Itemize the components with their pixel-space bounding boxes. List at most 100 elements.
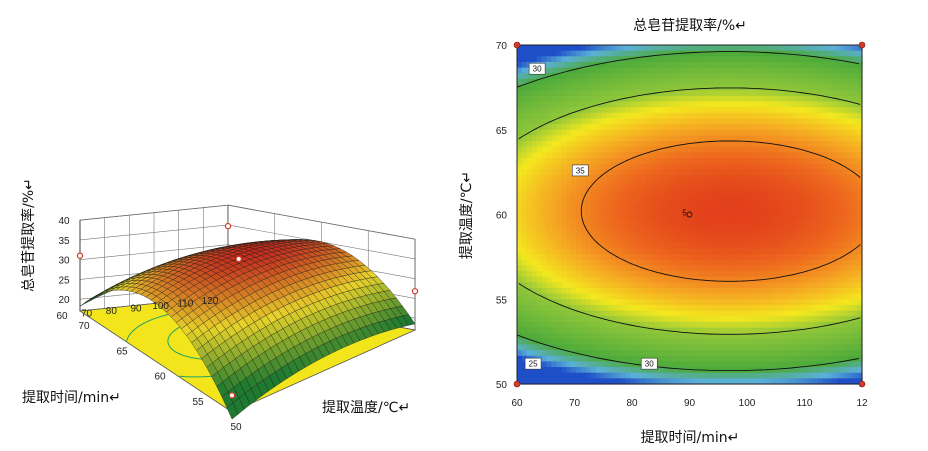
- contour-heat-cell: [753, 265, 760, 272]
- contour-heat-cell: [674, 316, 681, 323]
- contour-heat-cell: [655, 152, 661, 159]
- contour-heat-cell: [802, 84, 809, 91]
- contour-heat-cell: [788, 146, 794, 153]
- contour-heat-cell: [556, 293, 562, 300]
- contour-heat-cell: [600, 191, 607, 199]
- contour-heat-cell: [704, 378, 710, 385]
- contour-heat-cell: [768, 361, 774, 368]
- contour-heat-cell: [802, 350, 809, 357]
- contour-heat-cell: [783, 338, 789, 346]
- contour-heat-cell: [600, 361, 607, 368]
- contour-heat-cell: [689, 203, 696, 210]
- contour-heat-cell: [783, 124, 789, 131]
- contour-heat-cell: [600, 169, 607, 176]
- contour-heat-cell: [674, 118, 681, 125]
- contour-heat-cell: [694, 146, 700, 153]
- contour-heat-cell: [783, 242, 789, 249]
- contour-heat-cell: [586, 163, 592, 170]
- contour-heat-cell: [551, 67, 558, 74]
- contour-heat-cell: [733, 242, 740, 249]
- contour-heat-cell: [610, 124, 617, 131]
- contour-heat-cell: [595, 186, 602, 193]
- contour-heat-cell: [600, 220, 607, 227]
- contour-heat-cell: [659, 129, 666, 136]
- contour-heat-cell: [664, 67, 671, 74]
- contour-heat-cell: [610, 338, 617, 346]
- contour-heat-cell: [586, 276, 592, 283]
- contour-heat-cell: [521, 118, 528, 125]
- contour-heat-cell: [817, 372, 824, 379]
- contour-heat-cell: [640, 214, 646, 221]
- contour-heat-cell: [758, 61, 765, 69]
- contour-heat-cell: [684, 135, 691, 142]
- contour-heat-cell: [610, 78, 617, 86]
- contour-heat-cell: [689, 237, 696, 244]
- contour-heat-cell: [827, 287, 834, 295]
- contour-heat-cell: [842, 214, 848, 221]
- contour-heat-cell: [793, 186, 799, 193]
- contour-heat-cell: [837, 293, 843, 300]
- contour-heat-cell: [758, 203, 765, 210]
- contour-heat-cell: [709, 327, 715, 334]
- contour-heat-cell: [581, 203, 587, 210]
- contour-heat-cell: [655, 254, 661, 261]
- contour-heat-cell: [664, 45, 671, 52]
- contour-heat-cell: [664, 107, 671, 114]
- contour-heat-cell: [605, 95, 612, 103]
- contour-heat-cell: [595, 152, 602, 159]
- contour-heat-cell: [521, 203, 528, 210]
- contour-heat-cell: [610, 50, 617, 57]
- contour-heat-cell: [586, 293, 592, 300]
- contour-heat-cell: [758, 163, 765, 170]
- contour-heat-cell: [674, 146, 681, 153]
- contour-heat-cell: [586, 333, 592, 340]
- contour-heat-cell: [517, 299, 523, 306]
- contour-heat-cell: [778, 321, 784, 329]
- contour-heat-cell: [526, 350, 533, 357]
- contour-heat-cell: [561, 304, 567, 312]
- contour-heat-cell: [832, 231, 838, 238]
- contour-heat-cell: [719, 141, 725, 148]
- contour-heat-cell: [546, 237, 553, 244]
- contour-heat-cell: [635, 56, 641, 63]
- contour-heat-cell: [763, 90, 769, 97]
- contour-heat-cell: [797, 78, 804, 86]
- contour-heat-cell: [768, 135, 774, 142]
- contour-heat-cell: [773, 271, 779, 278]
- contour-heat-cell: [807, 118, 814, 125]
- contour-heat-cell: [556, 61, 562, 69]
- contour-heat-cell: [827, 56, 834, 63]
- contour-heat-cell: [576, 378, 582, 385]
- contour-heat-cell: [684, 321, 691, 329]
- contour-heat-cell: [526, 180, 533, 187]
- contour-heat-cell: [635, 231, 641, 238]
- contour-heat-cell: [595, 299, 602, 306]
- contour-heat-cell: [526, 56, 533, 63]
- contour-heat-cell: [763, 197, 769, 204]
- contour-heat-cell: [645, 367, 651, 374]
- contour-heat-cell: [625, 163, 631, 170]
- contour-heat-cell: [728, 56, 735, 63]
- contour-heat-cell: [590, 231, 597, 238]
- contour-heat-cell: [802, 135, 809, 142]
- surface-design-point: [224, 222, 232, 230]
- contour-heat-cell: [773, 214, 779, 221]
- contour-heat-cell: [817, 186, 824, 193]
- contour-heat-cell: [635, 327, 641, 334]
- contour-heat-cell: [827, 163, 834, 170]
- contour-heat-cell: [571, 129, 577, 136]
- contour-heat-cell: [625, 316, 631, 323]
- contour-heat-cell: [659, 45, 666, 52]
- contour-heat-cell: [788, 338, 794, 346]
- contour-heat-cell: [630, 304, 636, 312]
- contour-heat-cell: [728, 231, 735, 238]
- contour-heat-cell: [788, 350, 794, 357]
- contour-heat-cell: [664, 254, 671, 261]
- contour-heat-cell: [615, 214, 622, 221]
- contour-heat-cell: [674, 293, 681, 300]
- contour-heat-cell: [714, 95, 720, 103]
- contour-heat-cell: [758, 378, 765, 385]
- contour-heat-cell: [822, 355, 829, 362]
- contour-heat-cell: [536, 214, 543, 221]
- contour-heat-cell: [521, 242, 528, 249]
